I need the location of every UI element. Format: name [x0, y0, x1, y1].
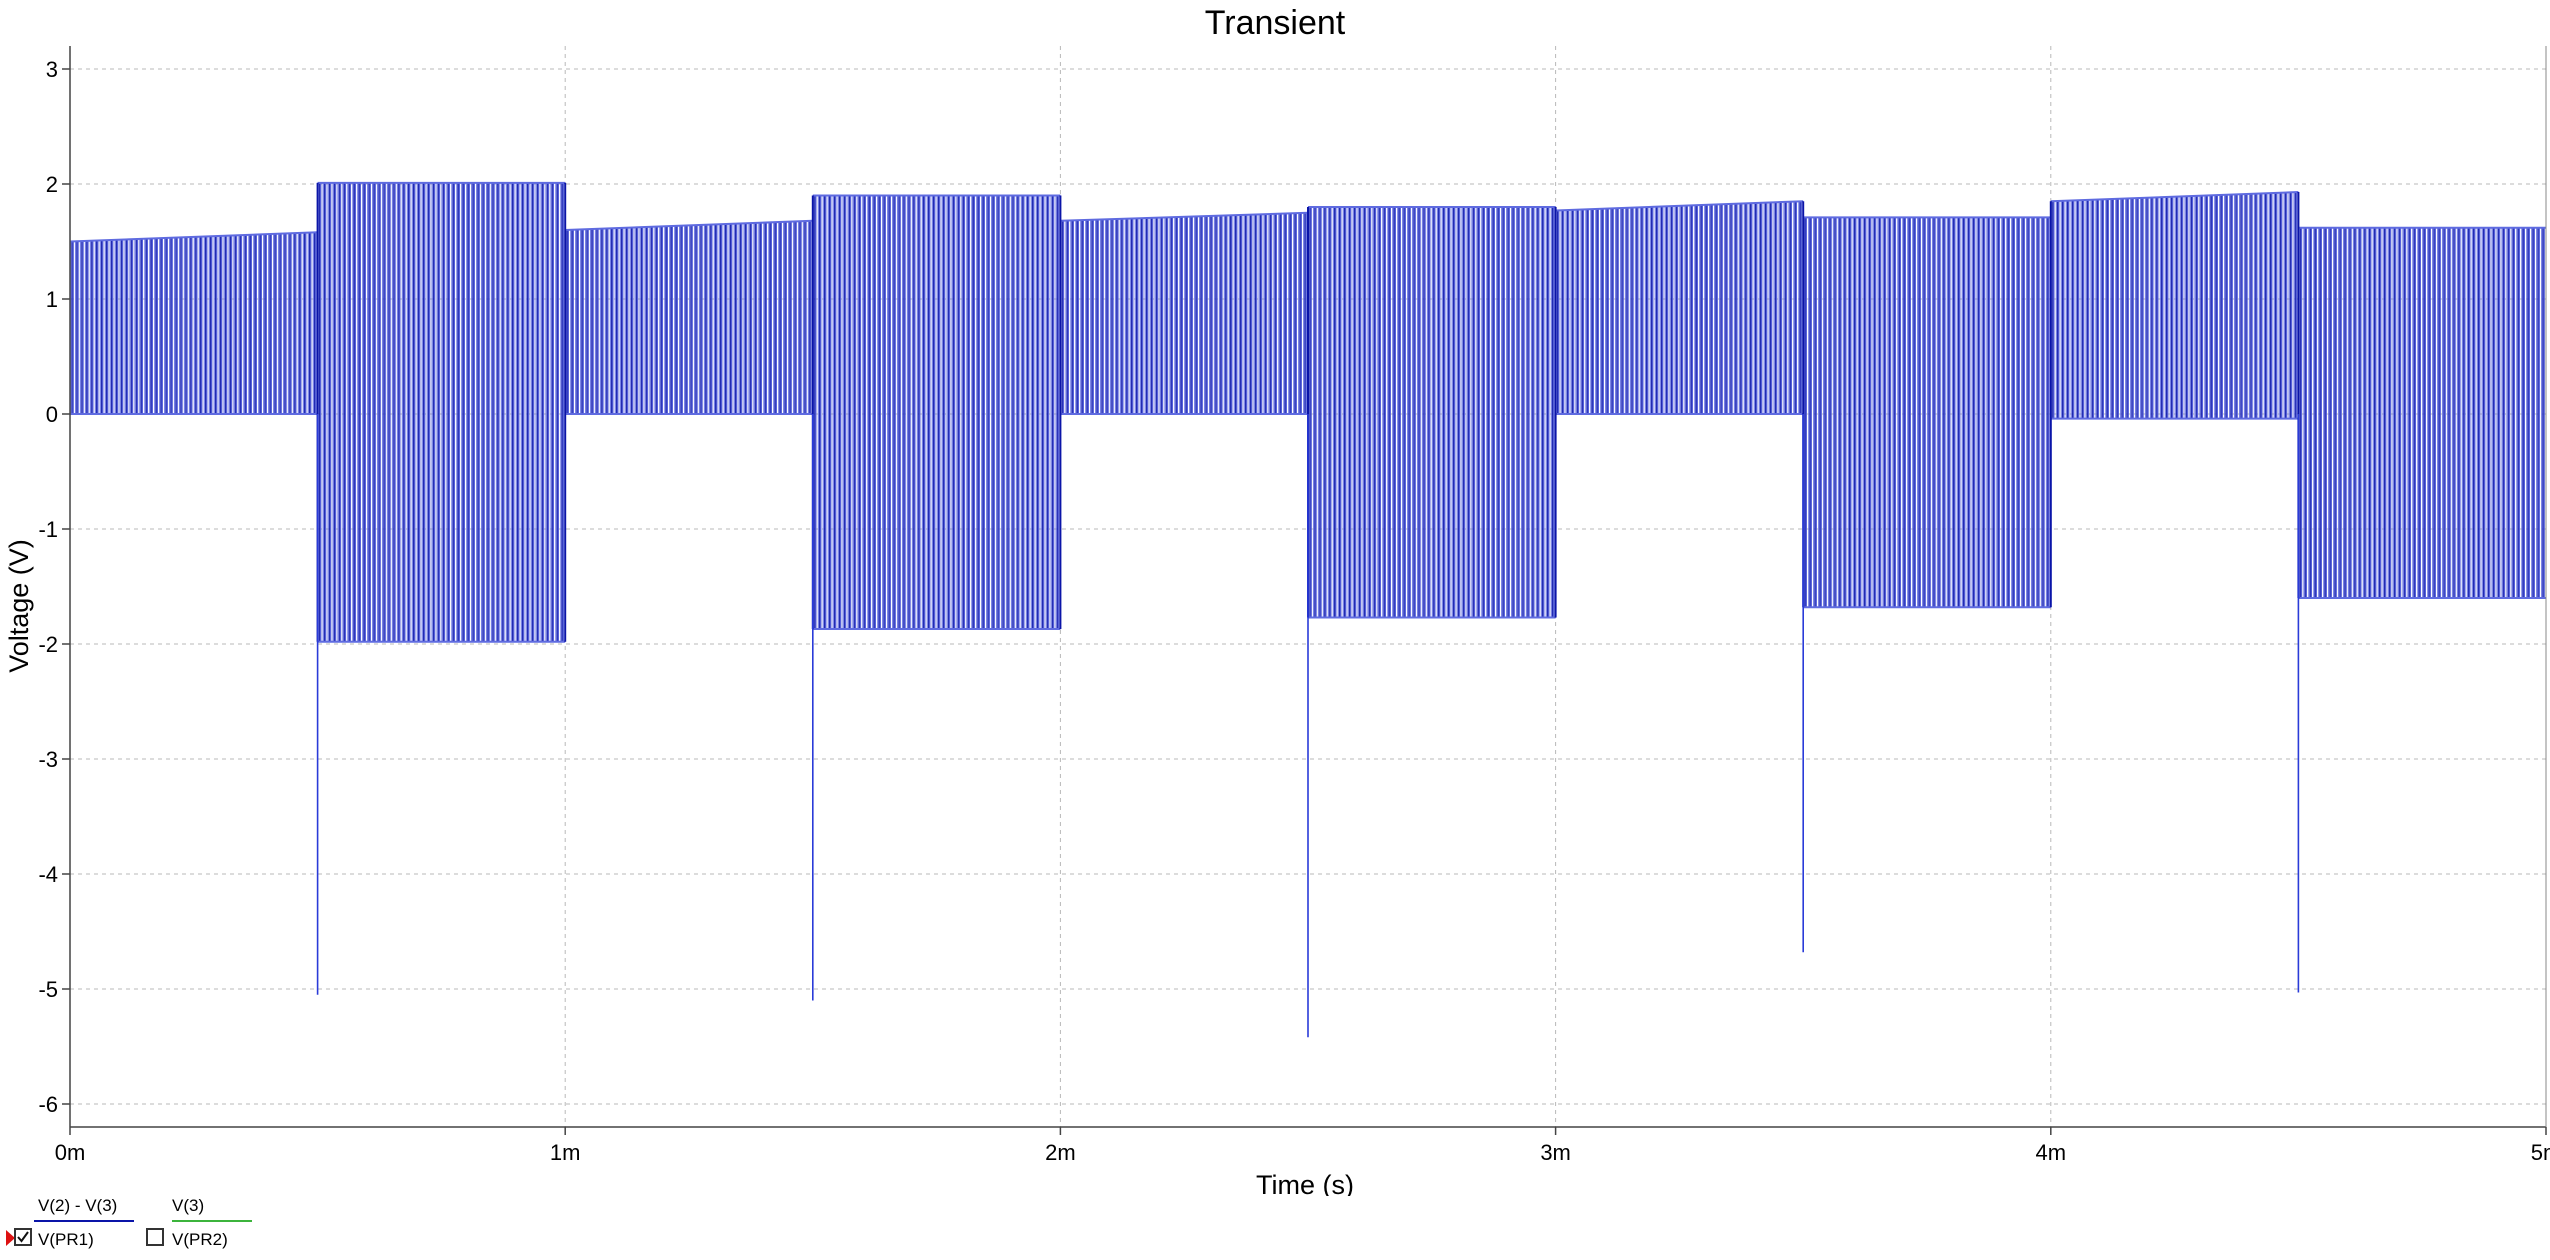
- waveform-light-lines: [317, 182, 564, 642]
- legend-trace-name: V(2) - V(3): [38, 1196, 118, 1215]
- y-tick-label: -3: [38, 747, 58, 772]
- waveform-upper-envelope: [1060, 211, 1309, 222]
- waveform-upper-envelope: [69, 231, 318, 243]
- legend-trace-name: V(3): [172, 1196, 205, 1215]
- y-tick-label: -6: [38, 1092, 58, 1117]
- y-tick-label: -1: [38, 517, 58, 542]
- waveform-light-lines: [565, 220, 812, 414]
- y-tick-label: 3: [46, 57, 58, 82]
- legend-probe-name: V(PR1): [38, 1230, 94, 1249]
- legend-item-v3[interactable]: V(3) V(PR2): [146, 1196, 256, 1260]
- waveform-segment: [564, 182, 813, 642]
- waveform-segment: [1307, 206, 1556, 619]
- waveform-light-lines: [1555, 201, 1802, 414]
- x-tick-label: 4m: [2036, 1140, 2067, 1165]
- y-tick-label: 1: [46, 287, 58, 312]
- y-tick-label: -2: [38, 632, 58, 657]
- waveform-light-lines: [1307, 207, 1555, 618]
- waveform-segment: [2297, 192, 2546, 599]
- y-tick-label: -4: [38, 862, 58, 887]
- x-tick-label: 0m: [55, 1140, 86, 1165]
- waveform-segment: [2049, 191, 2299, 608]
- waveform-upper-envelope: [2050, 191, 2299, 203]
- legend-line-swatch: [34, 1220, 134, 1222]
- chart-title: Transient: [1205, 4, 1346, 42]
- y-tick-label: 2: [46, 172, 58, 197]
- waveform-upper-envelope: [565, 219, 813, 231]
- legend-probe-name: V(PR2): [172, 1230, 228, 1249]
- waveform-light-lines: [1060, 212, 1307, 414]
- waveform-upper-envelope: [1555, 200, 1804, 212]
- legend-line-swatch: [172, 1220, 252, 1222]
- x-tick-label: 5m: [2531, 1140, 2550, 1165]
- x-tick-label: 1m: [550, 1140, 581, 1165]
- x-tick-label: 3m: [1540, 1140, 1571, 1165]
- waveform-segment: [69, 231, 318, 415]
- x-axis-label: Time (s): [1256, 1170, 1354, 1196]
- transient-chart: Transient Voltage (V) Time (s) 0m 1m 2m 3m 4…: [4, 4, 2550, 1196]
- waveform-light-lines: [69, 232, 317, 414]
- waveform-segment: [1802, 201, 2051, 609]
- legend-checkbox-unchecked-icon[interactable]: [146, 1228, 164, 1246]
- legend: V(2) - V(3) V(PR1) V(3) V(PR2): [0, 1196, 400, 1260]
- x-tick-label: 2m: [1045, 1140, 1076, 1165]
- waveform-light-lines: [812, 195, 1060, 629]
- active-trace-marker-icon: [6, 1230, 15, 1246]
- waveform-light-lines: [1803, 217, 2050, 608]
- legend-checkbox-checked-icon[interactable]: [14, 1228, 32, 1246]
- y-axis-label: Voltage (V): [4, 539, 34, 673]
- waveform-segment: [1554, 200, 1804, 618]
- legend-item-v2-v3[interactable]: V(2) - V(3) V(PR1): [14, 1196, 144, 1260]
- waveform-segment: [316, 181, 566, 643]
- y-tick-label: 0: [46, 402, 58, 427]
- y-tick-label: -5: [38, 977, 58, 1002]
- waveform-light-lines: [2050, 192, 2298, 419]
- waveform-light-lines: [2298, 227, 2545, 598]
- waveform-segment: [1059, 195, 1309, 630]
- waveform-segment: [811, 194, 1061, 631]
